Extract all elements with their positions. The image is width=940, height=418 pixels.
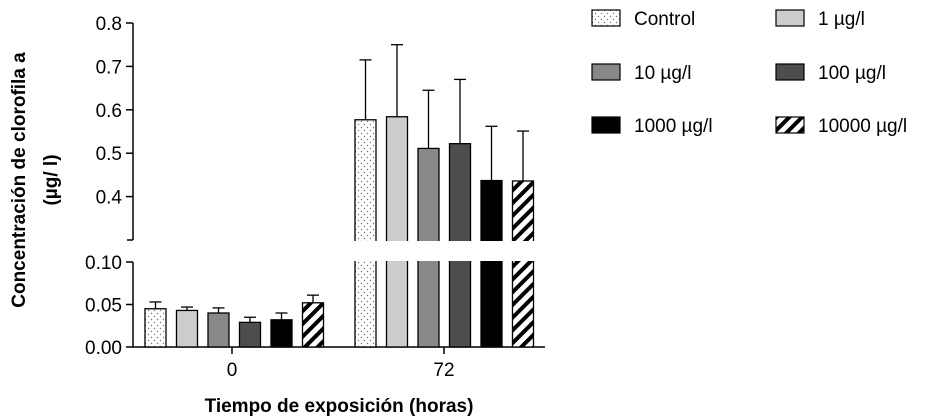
bar-diagonal-hatch-72 [511, 180, 535, 348]
bar-dark-gray-0 [238, 321, 262, 348]
legend-swatch-diagonal-hatch [775, 116, 805, 134]
y-axis-title-line2: (µg/ l) [41, 154, 62, 205]
axis-break-gap [340, 241, 550, 261]
y-tick-0.7-label: 0.7 [96, 57, 122, 78]
y-ticks: 0.00 0.05 0.10 0.4 0.5 0.6 0.7 0.8 [85, 14, 133, 359]
legend-label-diagonal-hatch: 10000 µg/l [818, 116, 907, 137]
y-tick-0.00-label: 0.00 [85, 338, 122, 359]
y-tick-0.10-label: 0.10 [85, 253, 122, 274]
y-tick-0.4-label: 0.4 [96, 188, 123, 209]
x-axis-title: Tiempo de exposición (horas) [205, 396, 474, 417]
error-bars [149, 44, 529, 323]
legend: Control 1 µg/l 10 µg/l 100 µg/l 1000 µg/l 100… [591, 9, 907, 137]
legend-label-medium-gray: 10 µg/l [634, 63, 691, 84]
y-tick-0.6-label: 0.6 [96, 101, 122, 122]
bar-black-0 [270, 319, 293, 348]
y-axis-title-line1: Concentración de clorofila a [9, 52, 30, 308]
x-tick-label-0: 0 [227, 360, 238, 381]
y-tick-0.8-label: 0.8 [96, 14, 122, 35]
y-tick-0.5-label: 0.5 [96, 144, 122, 165]
legend-label-dots: Control [634, 9, 695, 30]
bars [144, 116, 535, 348]
legend-swatch-light-gray [775, 9, 805, 27]
y-tick-0.05-label: 0.05 [85, 296, 122, 317]
legend-swatch-black [591, 116, 621, 134]
bar-dots-0 [144, 308, 167, 348]
legend-swatch-medium-gray [591, 63, 621, 81]
break-gap [340, 241, 550, 261]
legend-swatch-dots [591, 9, 621, 27]
x-tick-labels: 0 72 [227, 360, 455, 381]
legend-swatch-dark-gray [775, 63, 805, 81]
legend-label-dark-gray: 100 µg/l [818, 63, 886, 84]
bar-diagonal-hatch-0 [301, 302, 325, 348]
bar-dots-72 [354, 119, 377, 348]
axes [127, 23, 545, 354]
bar-light-gray-0 [175, 309, 199, 348]
legend-label-light-gray: 1 µg/l [818, 9, 865, 30]
x-tick-label-72: 72 [433, 360, 454, 381]
bar-medium-gray-0 [207, 312, 230, 348]
legend-label-black: 1000 µg/l [634, 116, 713, 137]
bar-light-gray-72 [385, 116, 409, 348]
bar-black-72 [480, 179, 503, 348]
